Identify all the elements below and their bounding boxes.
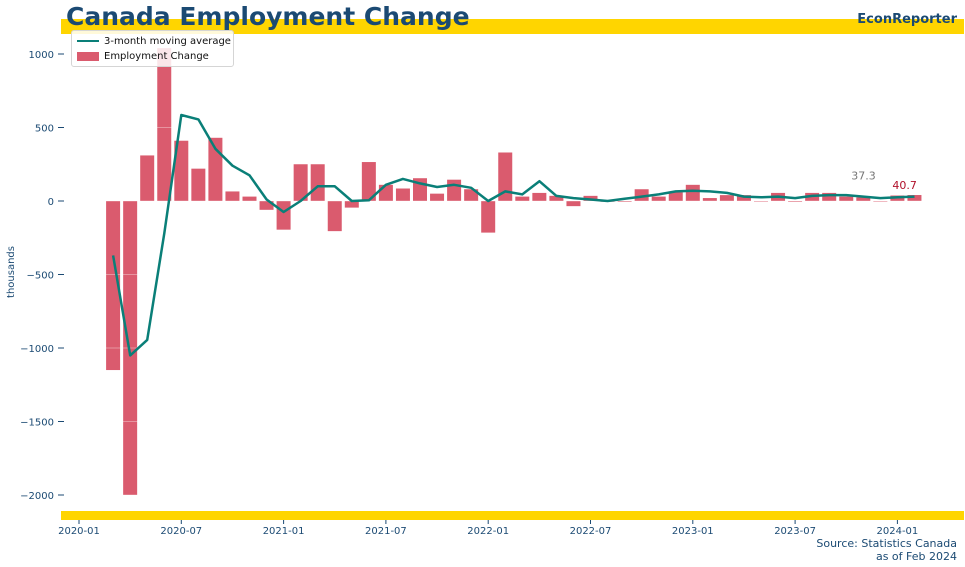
employment-bar: [481, 201, 496, 233]
legend-line-swatch: [77, 40, 99, 42]
x-tick-label: 2021-07: [365, 526, 407, 537]
x-tick-label: 2022-01: [467, 526, 509, 537]
x-tick-label: 2020-01: [58, 526, 100, 537]
employment-bar: [856, 197, 871, 201]
legend: 3-month moving average Employment Change: [71, 30, 234, 67]
top-band: [61, 19, 964, 34]
employment-bar: [566, 201, 581, 207]
legend-item-employment-change: Employment Change: [77, 49, 209, 63]
x-tick-label: 2023-07: [774, 526, 816, 537]
x-axis: 2020-01 2020-07 2021-01 2021-07 2022-01 2022-…: [58, 520, 918, 537]
employment-bar: [344, 201, 359, 208]
employment-bar: [157, 48, 172, 202]
moving-average-line: [111, 113, 915, 357]
y-tick-label: −1500: [20, 418, 54, 429]
source-text: Source: Statistics Canada: [816, 537, 957, 550]
legend-label-employment-change: Employment Change: [104, 50, 209, 62]
employment-bar: [276, 201, 291, 230]
y-tick-label: −500: [27, 271, 54, 282]
employment-bar: [754, 201, 768, 202]
employment-bar: [395, 188, 410, 201]
employment-bar: [617, 201, 632, 202]
employment-bar: [702, 198, 717, 201]
employment-bar: [259, 201, 274, 210]
employment-bar: [430, 193, 445, 201]
chart-title: Canada Employment Change: [66, 2, 470, 31]
x-tick-label: 2022-07: [570, 526, 612, 537]
y-tick-label: −1000: [20, 344, 54, 355]
employment-bar: [515, 196, 530, 201]
employment-bar: [651, 196, 666, 201]
source-note: Source: Statistics Canada as of Feb 2024: [816, 537, 957, 563]
source-date: as of Feb 2024: [875, 550, 957, 563]
y-axis-label: thousands: [6, 246, 17, 298]
y-axis: 1000 500 0 −500 −1000 −1500 −2000: [20, 50, 64, 502]
legend-label-moving-average: 3-month moving average: [104, 35, 231, 47]
employment-bar: [839, 196, 854, 201]
x-tick-label: 2021-01: [263, 526, 305, 537]
employment-bar: [788, 201, 803, 202]
employment-bar: [310, 164, 325, 201]
employment-bar: [873, 201, 888, 202]
employment-bar: [685, 184, 700, 201]
y-tick-label: 500: [35, 124, 54, 135]
employment-bar: [822, 192, 837, 201]
employment-bar: [498, 152, 513, 201]
employment-bar: [242, 196, 257, 201]
employment-bar: [106, 201, 121, 371]
annotation-latest-value: 40.7: [892, 179, 917, 192]
employment-bar: [464, 189, 479, 201]
legend-bar-swatch: [77, 51, 99, 61]
annotation-previous-value: 37.3: [851, 170, 876, 183]
employment-bar: [532, 192, 547, 201]
employment-bar: [327, 201, 342, 232]
employment-bar: [140, 155, 155, 201]
y-tick-label: 0: [48, 197, 54, 208]
employment-bar: [191, 168, 206, 201]
y-tick-label: 1000: [29, 50, 54, 61]
x-tick-label: 2020-07: [160, 526, 202, 537]
bottom-band: [61, 511, 964, 520]
employment-bar: [719, 195, 734, 201]
legend-item-moving-average: 3-month moving average: [77, 34, 231, 48]
bar-series: [106, 48, 922, 495]
employment-bar: [634, 189, 649, 201]
line-series: [111, 113, 915, 357]
employment-bar: [378, 184, 393, 201]
employment-bar: [293, 164, 308, 201]
employment-bar: [549, 195, 564, 201]
brand-name: EconReporter: [857, 12, 957, 27]
employment-bar: [907, 195, 922, 201]
employment-bar: [174, 140, 189, 201]
employment-bar: [447, 179, 462, 201]
x-tick-label: 2024-01: [877, 526, 919, 537]
employment-bar: [361, 162, 376, 201]
employment-bar: [668, 192, 683, 201]
x-tick-label: 2023-01: [672, 526, 714, 537]
employment-bar: [736, 195, 751, 201]
y-tick-label: −2000: [20, 491, 54, 502]
employment-bar: [225, 191, 240, 201]
